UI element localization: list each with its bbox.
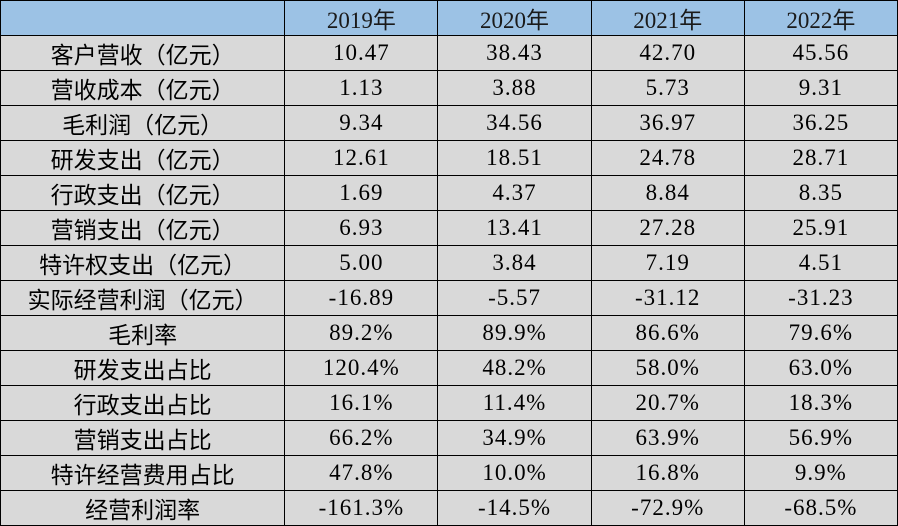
value-cell-2022: 9.9%	[743, 455, 898, 491]
row-label: 特许经营费用占比	[0, 455, 286, 491]
value-cell-2020: 4.37	[437, 175, 592, 211]
year-header-2020: 2020年	[437, 0, 592, 36]
row-label: 特许权支出（亿元）	[0, 245, 286, 281]
value-cell-2021: 27.28	[590, 210, 745, 246]
value-cell-2020: -5.57	[437, 280, 592, 316]
table-row: 毛利润（亿元） 9.34 34.56 36.97 36.25	[0, 105, 898, 141]
row-label: 客户营收（亿元）	[0, 35, 286, 71]
value-cell-2019: -161.3%	[284, 490, 439, 526]
value-cell-2021: -72.9%	[590, 490, 745, 526]
value-cell-2022: 36.25	[743, 105, 898, 141]
value-cell-2020: 3.88	[437, 70, 592, 106]
row-label: 经营利润率	[0, 490, 286, 526]
value-cell-2019: 6.93	[284, 210, 439, 246]
value-cell-2022: 56.9%	[743, 420, 898, 456]
table-row: 经营利润率 -161.3% -14.5% -72.9% -68.5%	[0, 490, 898, 526]
value-cell-2019: 66.2%	[284, 420, 439, 456]
value-cell-2019: 1.13	[284, 70, 439, 106]
value-cell-2020: 11.4%	[437, 385, 592, 421]
row-label: 营收成本（亿元）	[0, 70, 286, 106]
value-cell-2020: 38.43	[437, 35, 592, 71]
table-row: 行政支出（亿元） 1.69 4.37 8.84 8.35	[0, 175, 898, 211]
table-row: 营销支出占比 66.2% 34.9% 63.9% 56.9%	[0, 420, 898, 456]
value-cell-2021: 58.0%	[590, 350, 745, 386]
value-cell-2020: 13.41	[437, 210, 592, 246]
value-cell-2021: 24.78	[590, 140, 745, 176]
value-cell-2022: 8.35	[743, 175, 898, 211]
value-cell-2020: 18.51	[437, 140, 592, 176]
table-row: 实际经营利润（亿元） -16.89 -5.57 -31.12 -31.23	[0, 280, 898, 316]
value-cell-2022: 4.51	[743, 245, 898, 281]
value-cell-2022: 28.71	[743, 140, 898, 176]
value-cell-2020: 3.84	[437, 245, 592, 281]
row-label: 研发支出（亿元）	[0, 140, 286, 176]
value-cell-2020: 89.9%	[437, 315, 592, 351]
corner-cell	[0, 0, 286, 36]
value-cell-2019: 5.00	[284, 245, 439, 281]
value-cell-2019: 12.61	[284, 140, 439, 176]
value-cell-2022: -68.5%	[743, 490, 898, 526]
value-cell-2021: 7.19	[590, 245, 745, 281]
table-row: 行政支出占比 16.1% 11.4% 20.7% 18.3%	[0, 385, 898, 421]
value-cell-2019: 9.34	[284, 105, 439, 141]
value-cell-2022: 9.31	[743, 70, 898, 106]
value-cell-2020: 34.56	[437, 105, 592, 141]
value-cell-2022: 45.56	[743, 35, 898, 71]
table-row: 营销支出（亿元） 6.93 13.41 27.28 25.91	[0, 210, 898, 246]
row-label: 营销支出（亿元）	[0, 210, 286, 246]
value-cell-2021: 20.7%	[590, 385, 745, 421]
table-row: 特许经营费用占比 47.8% 10.0% 16.8% 9.9%	[0, 455, 898, 491]
row-label: 行政支出占比	[0, 385, 286, 421]
value-cell-2021: 5.73	[590, 70, 745, 106]
table-row: 营收成本（亿元） 1.13 3.88 5.73 9.31	[0, 70, 898, 106]
value-cell-2019: 1.69	[284, 175, 439, 211]
value-cell-2020: -14.5%	[437, 490, 592, 526]
value-cell-2021: 36.97	[590, 105, 745, 141]
row-label: 行政支出（亿元）	[0, 175, 286, 211]
row-label: 毛利润（亿元）	[0, 105, 286, 141]
header-row: 2019年 2020年 2021年 2022年	[0, 0, 898, 36]
value-cell-2022: -31.23	[743, 280, 898, 316]
row-label: 毛利率	[0, 315, 286, 351]
value-cell-2019: 16.1%	[284, 385, 439, 421]
table-row: 毛利率 89.2% 89.9% 86.6% 79.6%	[0, 315, 898, 351]
value-cell-2020: 10.0%	[437, 455, 592, 491]
row-label: 研发支出占比	[0, 350, 286, 386]
year-header-2019: 2019年	[284, 0, 439, 36]
value-cell-2020: 48.2%	[437, 350, 592, 386]
year-header-2022: 2022年	[743, 0, 898, 36]
row-label: 营销支出占比	[0, 420, 286, 456]
table-body: 客户营收（亿元） 10.47 38.43 42.70 45.56 营收成本（亿元…	[0, 35, 898, 526]
value-cell-2021: -31.12	[590, 280, 745, 316]
value-cell-2019: 10.47	[284, 35, 439, 71]
value-cell-2019: -16.89	[284, 280, 439, 316]
row-label: 实际经营利润（亿元）	[0, 280, 286, 316]
value-cell-2019: 89.2%	[284, 315, 439, 351]
value-cell-2019: 120.4%	[284, 350, 439, 386]
value-cell-2022: 63.0%	[743, 350, 898, 386]
table-row: 客户营收（亿元） 10.47 38.43 42.70 45.56	[0, 35, 898, 71]
value-cell-2022: 79.6%	[743, 315, 898, 351]
value-cell-2021: 86.6%	[590, 315, 745, 351]
value-cell-2022: 25.91	[743, 210, 898, 246]
value-cell-2021: 63.9%	[590, 420, 745, 456]
year-header-2021: 2021年	[590, 0, 745, 36]
value-cell-2022: 18.3%	[743, 385, 898, 421]
table-row: 研发支出占比 120.4% 48.2% 58.0% 63.0%	[0, 350, 898, 386]
value-cell-2021: 8.84	[590, 175, 745, 211]
value-cell-2020: 34.9%	[437, 420, 592, 456]
value-cell-2021: 16.8%	[590, 455, 745, 491]
value-cell-2021: 42.70	[590, 35, 745, 71]
value-cell-2019: 47.8%	[284, 455, 439, 491]
table-row: 研发支出（亿元） 12.61 18.51 24.78 28.71	[0, 140, 898, 176]
table-row: 特许权支出（亿元） 5.00 3.84 7.19 4.51	[0, 245, 898, 281]
